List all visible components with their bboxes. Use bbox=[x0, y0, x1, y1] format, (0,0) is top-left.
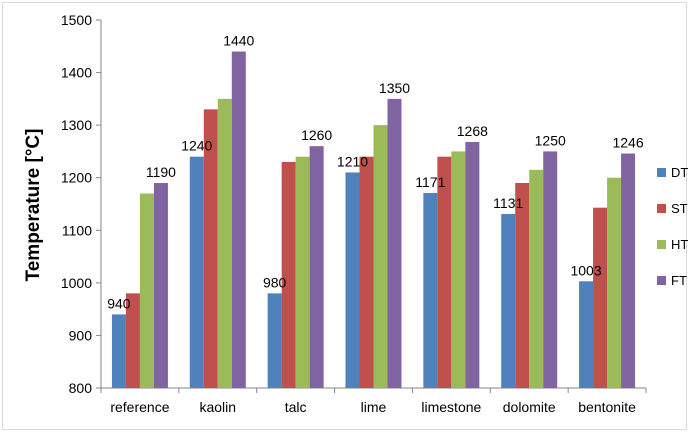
data-label: 980 bbox=[263, 274, 287, 290]
bar bbox=[139, 193, 154, 388]
bar bbox=[387, 98, 402, 388]
x-axis: reference kaolin talc lime limestone dolomite… bbox=[100, 387, 647, 415]
bar bbox=[423, 192, 438, 388]
bar-chart: 800 900 1000 1100 1200 1300 1400 1500 reference… bbox=[23, 12, 688, 415]
bar bbox=[579, 281, 594, 388]
y-tick-label: 1100 bbox=[62, 222, 92, 238]
x-tick-label: lime bbox=[361, 399, 387, 415]
y-tick-label: 1300 bbox=[61, 117, 92, 133]
bar bbox=[593, 207, 608, 388]
y-tick-label: 1000 bbox=[61, 275, 92, 291]
data-label: 1260 bbox=[301, 127, 332, 143]
bar bbox=[373, 125, 388, 389]
bar bbox=[295, 156, 310, 388]
y-axis: 800 900 1000 1100 1200 1300 1400 1500 bbox=[61, 12, 102, 396]
y-tick-label: 800 bbox=[69, 380, 93, 396]
data-label: 1131 bbox=[493, 195, 523, 211]
legend-swatch bbox=[657, 168, 666, 177]
x-tick-label: limestone bbox=[421, 399, 481, 415]
bar bbox=[217, 98, 232, 388]
bar bbox=[111, 314, 126, 388]
bars bbox=[111, 51, 636, 389]
bar bbox=[501, 213, 516, 388]
bar bbox=[281, 161, 296, 388]
bar bbox=[125, 293, 140, 388]
data-label: 1440 bbox=[223, 33, 254, 49]
data-label: 1268 bbox=[457, 123, 488, 139]
x-tick-label: dolomite bbox=[503, 399, 556, 415]
data-label: 1240 bbox=[181, 138, 212, 154]
legend: DT ST HT FT bbox=[657, 165, 688, 288]
bar bbox=[515, 182, 530, 388]
data-label: 1171 bbox=[415, 174, 445, 190]
x-tick-label: reference bbox=[110, 399, 169, 415]
bar bbox=[543, 151, 558, 388]
y-axis-title: Temperature [°C] bbox=[23, 129, 44, 282]
y-tick-label: 1400 bbox=[61, 65, 92, 81]
chart-frame: 800 900 1000 1100 1200 1300 1400 1500 reference… bbox=[2, 2, 688, 430]
bar bbox=[359, 156, 374, 388]
y-tick-label: 1500 bbox=[61, 12, 92, 28]
bar bbox=[621, 153, 636, 388]
legend-label: DT bbox=[671, 165, 688, 180]
data-label: 1350 bbox=[379, 80, 410, 96]
data-label: 1003 bbox=[570, 262, 601, 278]
legend-label: ST bbox=[671, 201, 688, 216]
data-label: 1190 bbox=[146, 164, 176, 180]
bar bbox=[465, 141, 480, 388]
x-tick-label: talc bbox=[285, 399, 307, 415]
bar bbox=[153, 182, 168, 388]
x-tick-label: bentonite bbox=[578, 399, 636, 415]
legend-swatch bbox=[657, 204, 666, 213]
data-label: 1210 bbox=[337, 153, 368, 169]
bar bbox=[451, 151, 466, 388]
bar bbox=[607, 177, 622, 388]
legend-swatch bbox=[657, 276, 666, 285]
bar bbox=[529, 169, 544, 388]
y-tick-label: 1200 bbox=[61, 170, 92, 186]
bar bbox=[267, 293, 282, 388]
bar bbox=[231, 51, 246, 389]
bar bbox=[309, 146, 324, 388]
y-tick-label: 900 bbox=[69, 327, 93, 343]
x-tick-label: kaolin bbox=[199, 399, 236, 415]
legend-label: HT bbox=[671, 237, 688, 252]
data-labels: 940 1190 1240 1440 980 1260 1210 1350 1171 1268 11… bbox=[107, 33, 644, 312]
bar bbox=[203, 109, 218, 388]
data-label: 1250 bbox=[535, 132, 566, 148]
bar bbox=[345, 172, 360, 388]
legend-label: FT bbox=[671, 273, 687, 288]
legend-swatch bbox=[657, 240, 666, 249]
data-label: 1246 bbox=[612, 135, 643, 151]
bar bbox=[189, 156, 204, 388]
bar bbox=[437, 156, 452, 388]
data-label: 940 bbox=[107, 295, 131, 311]
